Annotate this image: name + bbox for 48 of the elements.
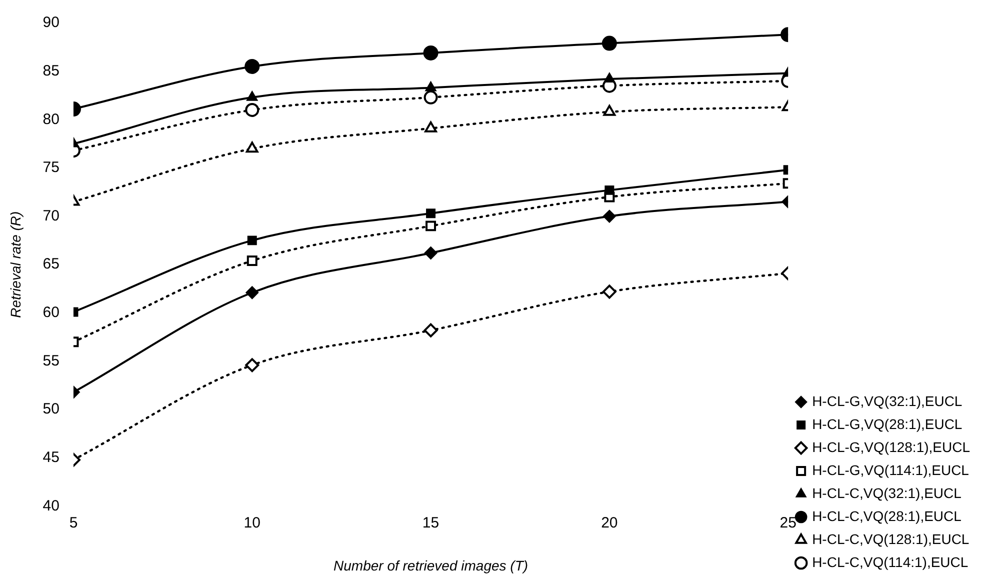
point xyxy=(245,358,260,372)
point xyxy=(245,102,260,117)
point xyxy=(424,90,438,104)
x-axis-title: Number of retrieved images (T) xyxy=(334,557,528,574)
point xyxy=(602,284,616,299)
y-tick-label: 40 xyxy=(42,497,60,514)
point xyxy=(246,142,258,153)
legend-label: H-CL-G,VQ(32:1),EUCL xyxy=(812,392,962,409)
point xyxy=(602,36,617,51)
legend-label: H-CL-G,VQ(128:1),EUCL xyxy=(812,438,970,455)
legend-label: H-CL-G,VQ(114:1),EUCL xyxy=(812,462,970,478)
x-tick-label: 5 xyxy=(69,514,78,532)
point xyxy=(426,208,436,218)
y-tick-label: 60 xyxy=(42,304,60,322)
point xyxy=(602,210,616,223)
legend-label: H-CL-C,VQ(32:1),EUCL xyxy=(812,484,962,501)
point xyxy=(426,220,436,232)
y-tick-label: 55 xyxy=(42,352,60,370)
point xyxy=(424,121,437,132)
point xyxy=(603,104,616,116)
legend-label: H-CL-C,VQ(128:1),EUCL xyxy=(812,530,970,547)
point xyxy=(604,185,614,195)
y-tick-label: 85 xyxy=(42,62,60,80)
point xyxy=(425,81,436,92)
x-tick-label: 25 xyxy=(780,514,796,532)
x-tick-label: 20 xyxy=(601,514,618,532)
point xyxy=(424,246,438,260)
x-tick-label: 15 xyxy=(422,514,440,532)
point xyxy=(244,58,260,74)
y-tick-label: 90 xyxy=(42,14,60,32)
y-tick-label: 75 xyxy=(42,159,60,176)
y-tick-label: 70 xyxy=(42,207,60,224)
legend-label: H-CL-C,VQ(114:1),EUCL xyxy=(812,554,968,570)
y-tick-label: 80 xyxy=(42,110,60,128)
x-tick-label: 10 xyxy=(244,514,260,532)
legend-label: H-CL-G,VQ(28:1),EUCL xyxy=(812,416,962,432)
point xyxy=(247,236,257,246)
y-tick-label: 45 xyxy=(42,449,60,466)
y-tick-label: 65 xyxy=(42,256,60,273)
point xyxy=(604,72,616,83)
point xyxy=(246,286,259,300)
point xyxy=(424,323,438,338)
point xyxy=(246,90,258,101)
point xyxy=(423,45,438,60)
point xyxy=(246,255,258,266)
legend-label: H-CL-C,VQ(28:1),EUCL xyxy=(812,508,962,524)
y-axis-title: Retrieval rate (R) xyxy=(7,211,24,318)
y-tick-label: 50 xyxy=(42,400,60,418)
